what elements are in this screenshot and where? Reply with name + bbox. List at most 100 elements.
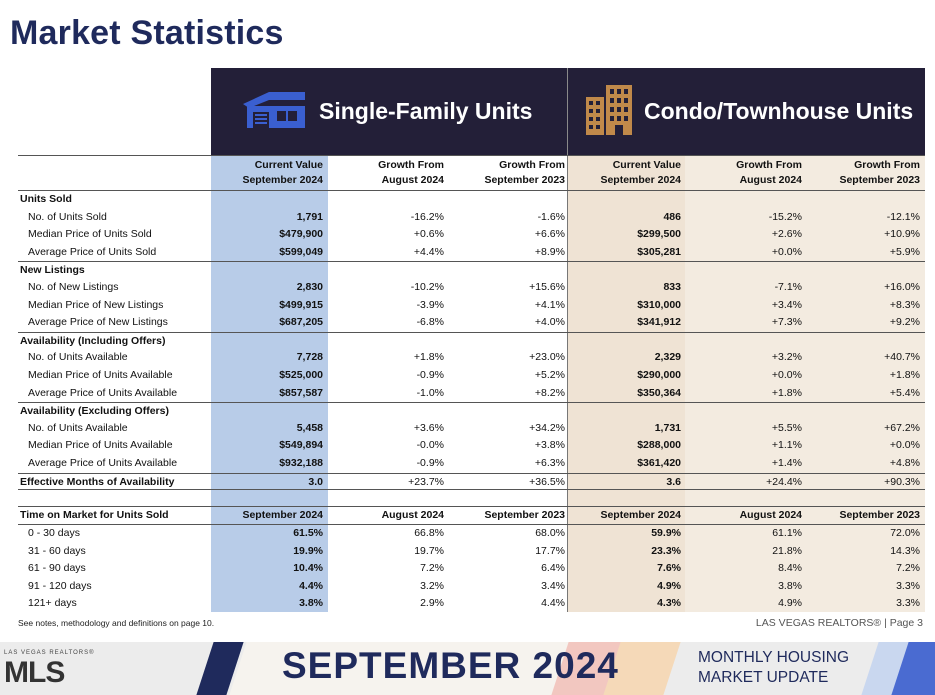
value-cell: +67.2%	[884, 421, 920, 434]
value-cell: 61.1%	[772, 527, 802, 540]
row-label: Average Price of Units Available	[28, 456, 178, 469]
value-cell: -12.1%	[886, 210, 920, 223]
section-title: Availability (Excluding Offers)	[20, 405, 169, 418]
value-cell: $361,420	[637, 456, 681, 469]
value-cell: +1.8%	[413, 351, 444, 364]
value-cell: +90.3%	[884, 475, 920, 488]
value-cell: +23.0%	[529, 351, 565, 364]
banner-subtitle-line2: MARKET UPDATE	[698, 669, 829, 686]
value-cell: +1.1%	[771, 439, 802, 452]
value-cell: +16.0%	[884, 280, 920, 293]
logo-text: MLS	[4, 656, 65, 689]
row-label: 31 - 60 days	[28, 544, 86, 557]
value-cell: 4.9%	[657, 579, 681, 592]
value-cell: -3.9%	[416, 298, 444, 311]
value-cell: +36.5%	[529, 475, 565, 488]
row-label: 91 - 120 days	[28, 579, 92, 592]
value-cell: 3.3%	[896, 579, 920, 592]
row-label: Average Price of New Listings	[28, 316, 168, 329]
value-cell: +1.8%	[889, 368, 920, 381]
value-cell: 2,329	[654, 351, 681, 364]
table-row: Average Price of Units Sold $599,049 +4.4%…	[18, 244, 925, 262]
value-cell: +6.3%	[534, 456, 565, 469]
value-cell: 3.8%	[299, 597, 323, 610]
value-cell: 833	[663, 280, 681, 293]
value-cell: $341,912	[637, 316, 681, 329]
value-cell: 7.2%	[420, 562, 444, 575]
column-header: September 2024	[600, 509, 681, 522]
value-cell: 1,791	[296, 210, 323, 223]
column-header: August 2024	[381, 509, 444, 522]
column-header: Growth From August 2024	[378, 158, 444, 188]
value-cell: 4.9%	[778, 597, 802, 610]
value-cell: 4.4%	[541, 597, 565, 610]
section-header-row: Units Sold	[18, 191, 925, 209]
table-row: No. of Units Sold 1,791 -16.2% -1.6% 486 -15.…	[18, 209, 925, 227]
value-cell: 19.9%	[293, 544, 323, 557]
column-header-line: Growth From	[499, 159, 565, 171]
row-label: No. of Units Sold	[28, 210, 107, 223]
value-cell: +8.3%	[889, 298, 920, 311]
row-label: Average Price of Units Sold	[28, 245, 157, 258]
value-cell: +40.7%	[884, 351, 920, 364]
row-label: No. of Units Available	[28, 421, 128, 434]
value-cell: +10.9%	[884, 228, 920, 241]
value-cell: -0.9%	[416, 456, 444, 469]
value-cell: +8.9%	[534, 245, 565, 258]
house-icon	[239, 90, 309, 133]
value-cell: -7.1%	[774, 280, 802, 293]
value-cell: 2.9%	[420, 597, 444, 610]
value-cell: 7.6%	[657, 562, 681, 575]
table-row: Median Price of New Listings $499,915 -3.9…	[18, 297, 925, 315]
column-header: Growth From September 2023	[484, 158, 565, 188]
value-cell: 10.4%	[293, 562, 323, 575]
row-label: Median Price of Units Available	[28, 368, 173, 381]
value-cell: +4.0%	[534, 316, 565, 329]
column-header-line: Growth From	[378, 159, 444, 171]
header-divider	[567, 68, 568, 155]
column-header-line: Current Value	[254, 159, 323, 171]
column-header-row: Current Value September 2024 Growth From Au…	[18, 155, 925, 191]
banner-subtitle-line1: MONTHLY HOUSING	[698, 649, 849, 666]
table-row: 121+ days 3.8% 2.9% 4.4% 4.3% 4.9% 3.3%	[18, 595, 925, 613]
value-cell: +9.2%	[889, 316, 920, 329]
table-spacer	[18, 490, 925, 506]
value-cell: $305,281	[637, 245, 681, 258]
value-cell: $310,000	[637, 298, 681, 311]
value-cell: $549,894	[279, 439, 323, 452]
column-header: September 2023	[839, 509, 920, 522]
section-title: Availability (Including Offers)	[20, 334, 166, 347]
value-cell: -15.2%	[768, 210, 802, 223]
value-cell: +5.2%	[534, 368, 565, 381]
value-cell: $499,915	[279, 298, 323, 311]
value-cell: $288,000	[637, 439, 681, 452]
table-row: Average Price of New Listings $687,205 -6.…	[18, 314, 925, 332]
value-cell: $687,205	[279, 316, 323, 329]
value-cell: +1.8%	[771, 386, 802, 399]
value-cell: 4.3%	[657, 597, 681, 610]
table-row: Median Price of Units Sold $479,900 +0.6% +…	[18, 226, 925, 244]
column-header: Growth From September 2023	[839, 158, 920, 188]
value-cell: 19.7%	[414, 544, 444, 557]
value-cell: 23.3%	[651, 544, 681, 557]
table-row: Median Price of Units Available $549,894 -…	[18, 437, 925, 455]
value-cell: 72.0%	[890, 527, 920, 540]
value-cell: +4.8%	[889, 456, 920, 469]
value-cell: 3.2%	[420, 579, 444, 592]
mls-logo: LAS VEGAS REALTORS® MLS	[4, 650, 114, 690]
column-header-line: Growth From	[736, 159, 802, 171]
banner-month: SEPTEMBER 2024	[282, 645, 619, 686]
sf-current-column-bg	[211, 155, 328, 612]
value-cell: 486	[663, 210, 681, 223]
value-cell: +24.4%	[766, 475, 802, 488]
value-cell: 7.2%	[896, 562, 920, 575]
value-cell: +3.8%	[534, 439, 565, 452]
table-row: No. of Units Available 7,728 +1.8% +23.0% 2,…	[18, 349, 925, 367]
table-row: Median Price of Units Available $525,000 -…	[18, 367, 925, 385]
market-statistics-table: Current Value September 2024 Growth From Au…	[18, 155, 925, 613]
footnote: See notes, methodology and definitions o…	[18, 618, 215, 628]
value-cell: 61.5%	[293, 527, 323, 540]
value-cell: +7.3%	[771, 316, 802, 329]
value-cell: +8.2%	[534, 386, 565, 399]
row-label: 61 - 90 days	[28, 562, 86, 575]
